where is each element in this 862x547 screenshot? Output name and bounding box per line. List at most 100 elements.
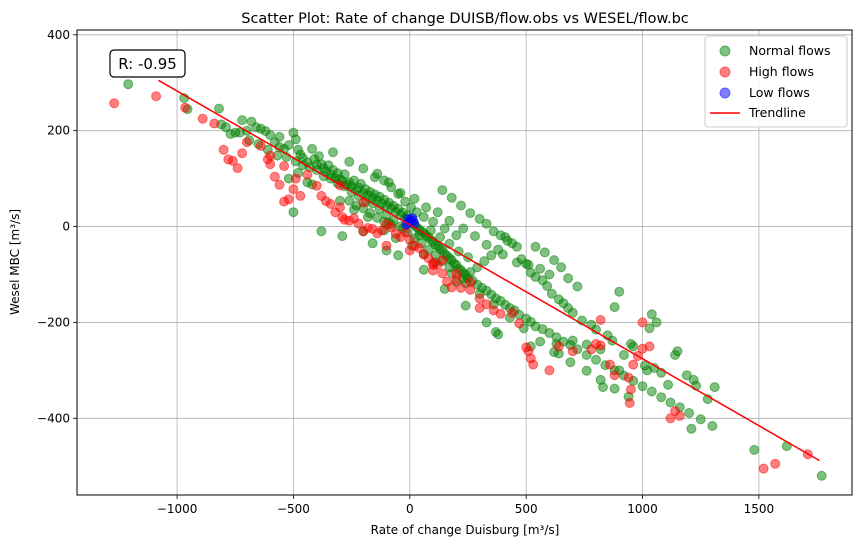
data-point — [335, 202, 345, 213]
data-point — [328, 147, 338, 158]
data-point — [295, 190, 306, 201]
data-point — [339, 169, 350, 180]
data-point — [180, 102, 191, 113]
data-point — [197, 113, 208, 124]
data-point — [707, 421, 718, 431]
data-point — [288, 184, 299, 195]
data-point — [684, 408, 695, 418]
data-point — [344, 156, 355, 167]
data-point — [386, 182, 397, 193]
data-point — [367, 238, 378, 249]
y-axis-title: Wesel MBC [m³/s] — [8, 209, 22, 315]
data-point — [209, 118, 220, 129]
data-point — [514, 318, 525, 329]
data-point — [425, 225, 436, 236]
data-point — [214, 103, 224, 114]
x-axis-ticks: −1000 −500 0 500 1000 1500 — [157, 495, 774, 516]
data-point — [644, 323, 655, 334]
data-point — [302, 169, 313, 180]
data-point — [325, 199, 336, 209]
data-point — [283, 194, 294, 205]
data-point — [665, 397, 676, 408]
data-point — [456, 282, 466, 293]
legend-label-high: High flows — [749, 64, 814, 79]
data-point — [283, 140, 294, 151]
data-point — [465, 267, 476, 278]
data-point — [451, 230, 462, 241]
data-point — [530, 241, 541, 252]
data-point — [495, 308, 506, 319]
data-point — [486, 250, 497, 261]
data-point — [481, 317, 492, 328]
data-point — [446, 192, 457, 203]
x-tick-label: 0 — [406, 502, 414, 516]
data-point — [563, 273, 574, 284]
y-tick-label: −400 — [37, 411, 70, 425]
data-point — [381, 240, 392, 251]
data-point — [651, 317, 662, 328]
data-point — [465, 277, 476, 288]
data-point — [269, 171, 280, 182]
data-point — [572, 281, 583, 292]
data-point — [609, 383, 620, 394]
data-point — [237, 115, 248, 126]
data-point — [670, 350, 681, 360]
trendline — [158, 79, 820, 462]
data-point — [227, 155, 238, 166]
data-point — [444, 262, 455, 273]
data-point — [109, 98, 120, 109]
data-point — [567, 346, 578, 357]
y-tick-label: 0 — [62, 220, 70, 234]
data-point — [770, 458, 781, 469]
data-point — [437, 185, 448, 196]
data-point — [709, 382, 720, 393]
data-point — [624, 398, 635, 408]
data-point — [220, 122, 231, 133]
data-point — [609, 302, 620, 313]
data-point — [418, 212, 429, 222]
data-point — [628, 359, 639, 370]
data-point — [372, 168, 383, 179]
data-point — [500, 232, 511, 243]
legend-marker-normal — [719, 45, 731, 57]
data-point — [598, 382, 608, 393]
data-point — [674, 410, 685, 421]
data-point — [437, 268, 448, 279]
data-point — [553, 341, 564, 352]
x-tick-label: −1000 — [157, 502, 198, 516]
data-point — [628, 341, 639, 352]
data-point — [591, 354, 601, 365]
data-point — [400, 196, 411, 207]
data-point — [474, 213, 485, 224]
data-point — [358, 163, 369, 174]
data-point — [556, 262, 567, 273]
data-point — [646, 309, 657, 320]
data-point — [404, 245, 415, 256]
data-point — [546, 288, 557, 299]
data-point — [379, 175, 390, 186]
data-point — [481, 218, 492, 229]
data-point — [439, 223, 450, 234]
legend-label-low: Low flows — [749, 85, 810, 100]
data-point — [446, 282, 457, 293]
legend-label-normal: Normal flows — [749, 43, 830, 58]
data-point — [481, 239, 492, 250]
data-point — [488, 226, 499, 237]
data-point — [565, 357, 576, 368]
data-point — [544, 269, 555, 280]
annotation-box — [109, 49, 186, 78]
x-axis-title: Rate of change Duisburg [m³/s] — [371, 523, 560, 537]
legend: Normal flows High flows Low flows Trendl… — [704, 35, 848, 128]
data-point — [290, 134, 301, 145]
data-point — [123, 79, 134, 90]
y-tick-label: 200 — [47, 124, 70, 138]
correlation-annotation: R: -0.95 — [109, 49, 186, 78]
x-tick-label: −500 — [277, 502, 310, 516]
data-point — [265, 150, 276, 161]
data-point — [314, 151, 324, 162]
data-point — [456, 200, 466, 211]
data-point — [530, 271, 541, 282]
data-point — [279, 161, 290, 172]
x-tick-label: 1000 — [627, 502, 658, 516]
